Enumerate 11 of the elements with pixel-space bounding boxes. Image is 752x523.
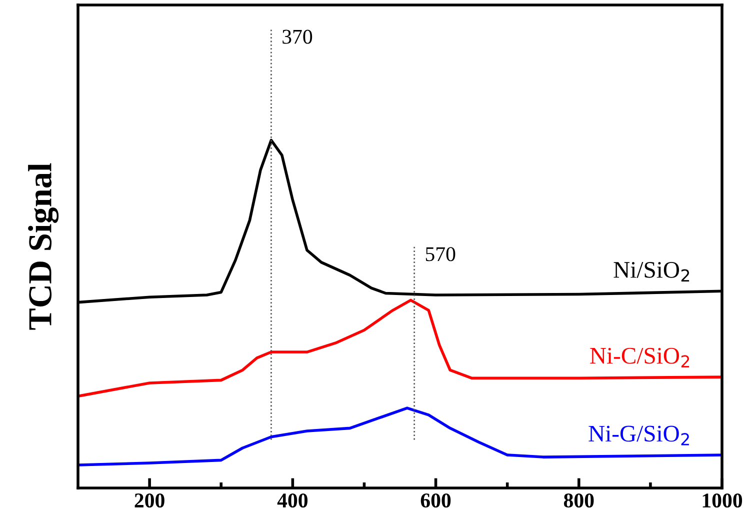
ref-line-label: 370 bbox=[282, 30, 312, 44]
ref-line-label: 570 bbox=[426, 247, 456, 262]
x-tick-label: 400 bbox=[277, 493, 308, 508]
x-tick-label: 1000 bbox=[702, 493, 742, 508]
series-label: Ni-G/SiO$_{2}$ bbox=[588, 426, 689, 446]
x-tick-label: 200 bbox=[134, 493, 164, 508]
x-tick-label: 800 bbox=[564, 493, 594, 508]
series-label: Ni/SiO$_{2}$ bbox=[614, 262, 690, 282]
y-axis-title: TCD Signal bbox=[28, 163, 59, 330]
x-tick-label: 600 bbox=[420, 493, 451, 508]
series-label: Ni-C/SiO$_{2}$ bbox=[590, 348, 690, 368]
